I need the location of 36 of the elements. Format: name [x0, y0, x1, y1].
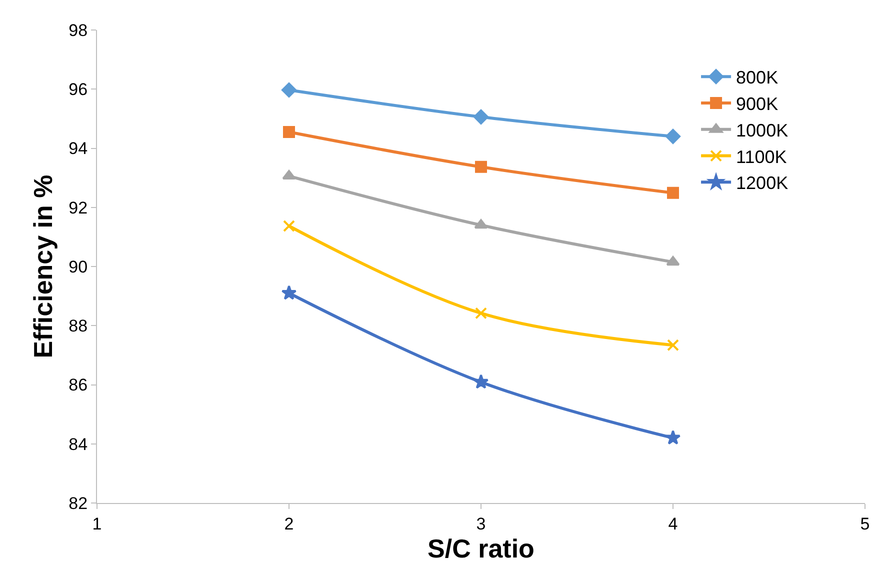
legend-label: 800K: [736, 68, 778, 88]
point: [475, 160, 487, 173]
x-tick-label: 1: [92, 514, 102, 534]
y-tick-label: 92: [68, 198, 88, 218]
y-tick-label: 98: [68, 20, 88, 40]
y-axis-title: Efficiency in %: [28, 174, 58, 358]
x-tick-label: 3: [476, 514, 486, 534]
legend-label: 1200K: [736, 173, 788, 194]
point: [666, 256, 680, 266]
point: [475, 307, 487, 320]
point: [667, 339, 679, 352]
point: [282, 82, 296, 98]
point: [283, 220, 295, 232]
x-tick-label: 5: [860, 514, 870, 534]
x-axis-title: S/C ratio: [428, 533, 534, 564]
y-tick-label: 86: [68, 376, 88, 395]
legend-label: 1000K: [736, 120, 788, 140]
point: [474, 219, 488, 229]
x-tick-label: 2: [284, 514, 294, 534]
y-tick-label: 88: [68, 316, 88, 336]
legend-label: 1100K: [736, 146, 787, 167]
point: [667, 186, 679, 199]
point: [282, 170, 296, 180]
y-tick-label: 96: [68, 80, 88, 100]
y-tick-label: 82: [68, 494, 88, 513]
point: [666, 128, 680, 144]
y-tick-label: 94: [68, 139, 88, 158]
point: [474, 109, 488, 124]
point: [665, 430, 681, 445]
point: [283, 126, 295, 138]
point: [473, 374, 489, 389]
x-tick-label: 4: [668, 514, 678, 534]
legend-label: 900K: [736, 94, 778, 114]
point: [281, 285, 297, 300]
y-tick-label: 84: [68, 434, 88, 454]
y-tick-label: 90: [68, 257, 88, 276]
